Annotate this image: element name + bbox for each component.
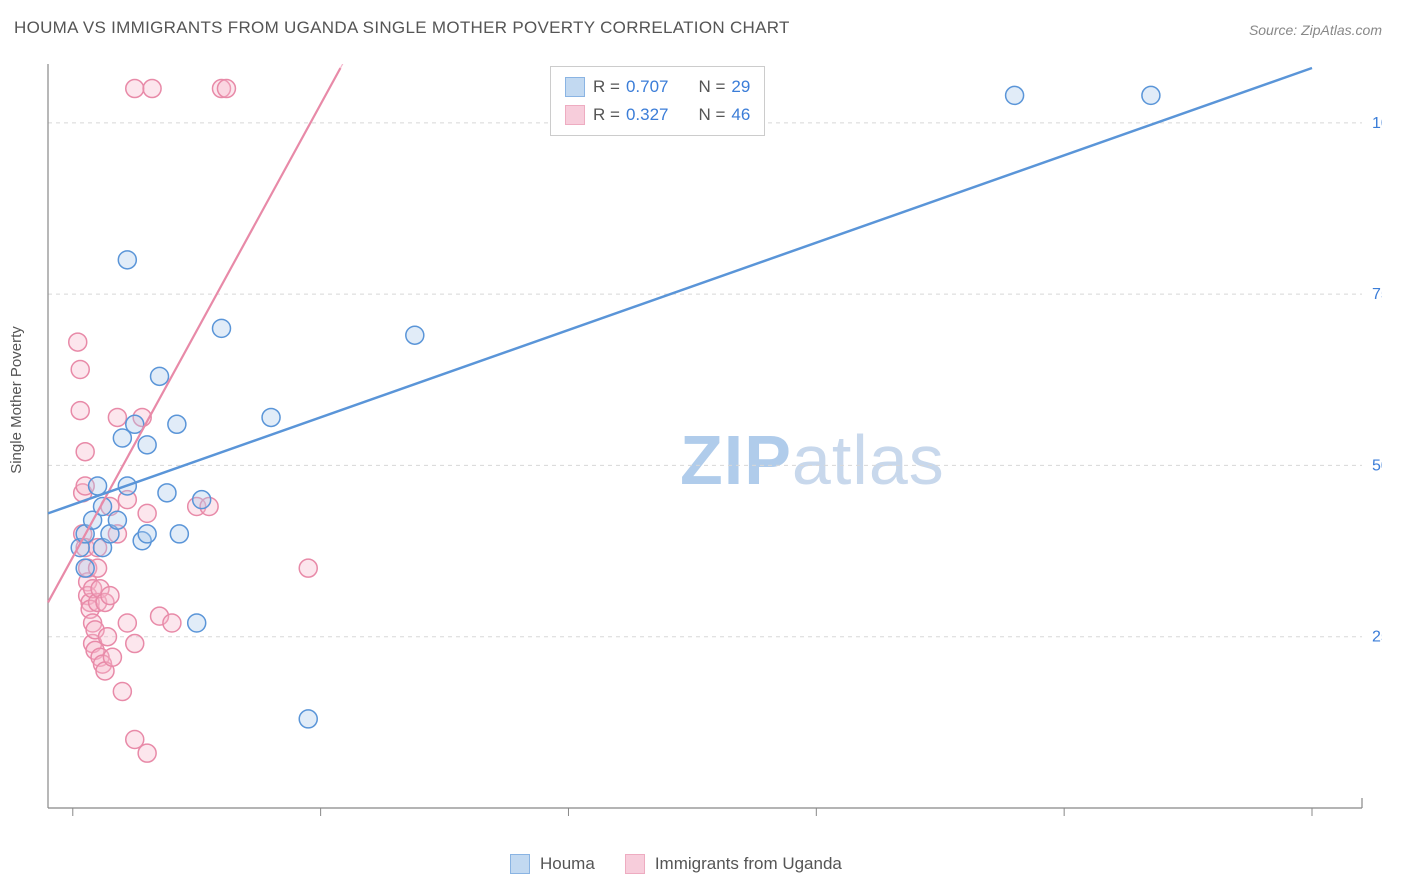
source-attribution: Source: ZipAtlas.com bbox=[1249, 22, 1382, 38]
legend-swatch bbox=[510, 854, 530, 874]
n-label: N = bbox=[698, 105, 725, 125]
series-legend-item: Houma bbox=[510, 854, 595, 874]
x-tick-label: 50.0% bbox=[1317, 823, 1362, 824]
n-label: N = bbox=[698, 77, 725, 97]
series-legend-label: Immigrants from Uganda bbox=[655, 854, 842, 874]
n-value: 46 bbox=[731, 105, 750, 125]
r-label: R = bbox=[593, 77, 620, 97]
y-axis-label: Single Mother Poverty bbox=[8, 326, 25, 474]
correlation-legend: R = 0.707 N = 29 R = 0.327 N = 46 bbox=[550, 66, 765, 136]
y-tick-label: 50.0% bbox=[1372, 457, 1382, 474]
legend-row: R = 0.327 N = 46 bbox=[565, 101, 750, 129]
series-legend-item: Immigrants from Uganda bbox=[625, 854, 842, 874]
series-legend-label: Houma bbox=[540, 854, 595, 874]
y-tick-label: 25.0% bbox=[1372, 629, 1382, 646]
legend-swatch bbox=[625, 854, 645, 874]
series-legend: Houma Immigrants from Uganda bbox=[510, 854, 842, 874]
x-tick-label: 0.0% bbox=[67, 823, 103, 824]
n-value: 29 bbox=[731, 77, 750, 97]
r-value: 0.707 bbox=[626, 77, 669, 97]
legend-swatch bbox=[565, 77, 585, 97]
chart-area: 25.0% 50.0% 75.0% 100.0% 0.0% 50.0% bbox=[42, 64, 1382, 824]
scatter-plot: 25.0% 50.0% 75.0% 100.0% 0.0% 50.0% bbox=[42, 64, 1382, 824]
legend-row: R = 0.707 N = 29 bbox=[565, 73, 750, 101]
y-tick-label: 100.0% bbox=[1372, 115, 1382, 132]
series-houma bbox=[71, 86, 1160, 728]
legend-swatch bbox=[565, 105, 585, 125]
chart-title: HOUMA VS IMMIGRANTS FROM UGANDA SINGLE M… bbox=[14, 18, 790, 38]
r-value: 0.327 bbox=[626, 105, 669, 125]
y-tick-label: 75.0% bbox=[1372, 286, 1382, 303]
r-label: R = bbox=[593, 105, 620, 125]
